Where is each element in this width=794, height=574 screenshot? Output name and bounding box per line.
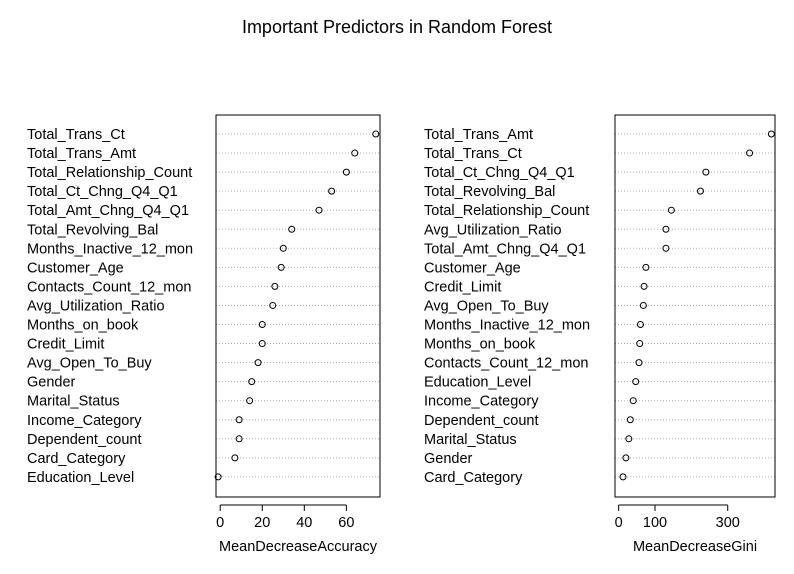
category-label: Gender — [424, 451, 473, 467]
category-label: Total_Trans_Ct — [27, 127, 125, 143]
data-point — [231, 454, 239, 462]
category-label: Card_Category — [424, 470, 523, 486]
category-label: Credit_Limit — [27, 337, 104, 353]
data-point — [372, 130, 380, 138]
data-point — [315, 206, 323, 214]
data-point — [258, 340, 266, 348]
category-label: Avg_Utilization_Ratio — [424, 222, 562, 238]
category-label: Income_Category — [27, 413, 142, 429]
category-label: Months_Inactive_12_mon — [27, 241, 193, 257]
category-label: Gender — [27, 375, 76, 391]
data-point — [235, 416, 243, 424]
category-label: Card_Category — [27, 451, 126, 467]
x-tick-label: 0 — [216, 515, 224, 531]
category-label: Contacts_Count_12_mon — [424, 356, 588, 372]
plot-frame — [215, 114, 381, 498]
data-point — [342, 168, 350, 176]
category-label: Total_Revolving_Bal — [27, 222, 158, 238]
x-tick-label: 20 — [254, 515, 270, 531]
category-label: Avg_Open_To_Buy — [424, 298, 549, 314]
category-label: Contacts_Count_12_mon — [27, 279, 191, 295]
data-point — [622, 454, 630, 462]
category-label: Total_Amt_Chng_Q4_Q1 — [424, 241, 586, 257]
data-point — [288, 225, 296, 233]
category-label: Total_Trans_Amt — [424, 127, 533, 143]
data-point — [667, 206, 675, 214]
category-label: Avg_Utilization_Ratio — [27, 298, 165, 314]
category-label: Avg_Open_To_Buy — [27, 356, 152, 372]
data-point — [254, 359, 262, 367]
data-point — [640, 282, 648, 290]
data-point — [258, 321, 266, 328]
data-point — [662, 244, 670, 252]
panel-mean-decrease-accuracy: Total_Trans_Ct Total_Trans_Amt Total_Relat… — [27, 114, 381, 555]
category-label: Income_Category — [424, 394, 539, 410]
category-label: Total_Ct_Chng_Q4_Q1 — [27, 184, 178, 200]
data-point — [629, 397, 637, 405]
data-point — [351, 149, 359, 157]
category-label: Months_on_book — [424, 337, 536, 353]
x-tick-label: 40 — [296, 515, 312, 531]
data-point — [746, 149, 754, 157]
category-label: Months_on_book — [27, 318, 139, 334]
data-point — [619, 473, 627, 481]
data-point — [632, 378, 640, 386]
category-label: Total_Relationship_Count — [27, 165, 192, 181]
data-point — [696, 187, 704, 195]
data-point — [767, 130, 775, 138]
data-point — [662, 225, 670, 233]
page-title: Important Predictors in Random Forest — [241, 17, 553, 37]
x-tick-label: 60 — [338, 515, 354, 531]
plot-frame — [614, 114, 776, 498]
category-label: Education_Level — [27, 470, 134, 486]
category-label: Total_Revolving_Bal — [424, 184, 555, 200]
data-point — [636, 321, 644, 328]
data-point — [214, 473, 222, 481]
category-label: Total_Relationship_Count — [424, 203, 589, 219]
category-label: Total_Ct_Chng_Q4_Q1 — [424, 165, 575, 181]
data-point — [702, 168, 710, 176]
data-point — [626, 416, 634, 424]
x-tick-label: 300 — [716, 515, 740, 531]
panel-mean-decrease-gini: Total_Trans_Amt Total_Trans_Ct Total_Ct_Ch… — [424, 114, 776, 555]
x-axis-label: MeanDecreaseGini — [633, 539, 757, 555]
data-point — [279, 244, 287, 252]
x-axis-label: MeanDecreaseAccuracy — [219, 539, 378, 555]
data-point — [246, 397, 254, 405]
category-label: Dependent_count — [27, 432, 142, 448]
category-label: Months_Inactive_12_mon — [424, 318, 590, 334]
category-label: Dependent_count — [424, 413, 539, 429]
x-tick-label: 100 — [643, 515, 667, 531]
data-point — [271, 282, 279, 290]
data-point — [235, 435, 243, 443]
x-tick-label: 0 — [615, 515, 623, 531]
category-label: Total_Amt_Chng_Q4_Q1 — [27, 203, 189, 219]
category-label: Credit_Limit — [424, 279, 501, 295]
category-label: Marital_Status — [424, 432, 517, 448]
data-point — [635, 359, 643, 367]
category-label: Customer_Age — [424, 260, 521, 276]
category-label: Marital_Status — [27, 394, 120, 410]
data-point — [625, 435, 633, 443]
data-point — [248, 378, 256, 386]
data-point — [277, 263, 285, 271]
data-point — [639, 301, 647, 309]
data-point — [328, 187, 336, 195]
data-point — [269, 301, 277, 309]
data-point — [642, 263, 650, 271]
category-label: Education_Level — [424, 375, 531, 391]
category-label: Total_Trans_Amt — [27, 146, 136, 162]
category-label: Total_Trans_Ct — [424, 146, 522, 162]
data-point — [636, 340, 644, 348]
category-label: Customer_Age — [27, 260, 124, 276]
